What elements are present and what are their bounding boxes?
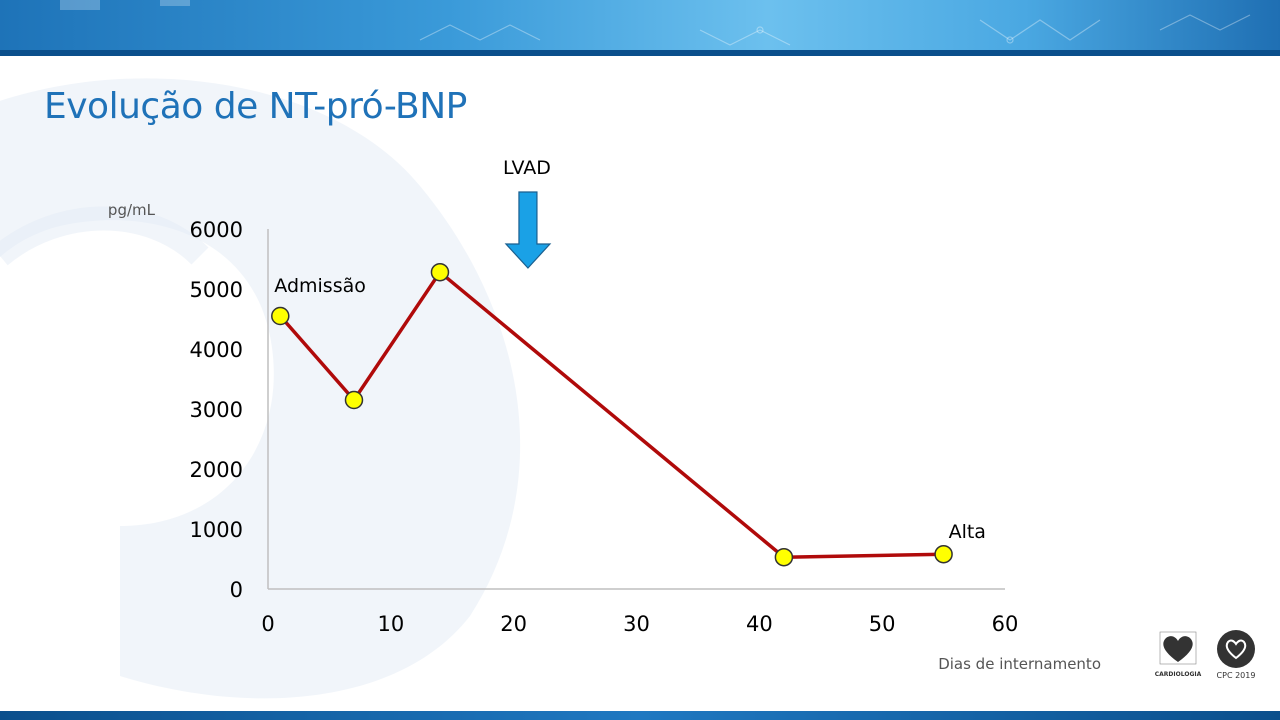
spc-heart-icon (1159, 631, 1197, 665)
x-tick-label: 50 (869, 612, 896, 636)
cpc-logo-caption: CPC 2019 (1216, 671, 1256, 680)
spc-logo-caption: CARDIOLOGIA (1154, 671, 1202, 678)
x-axis-title: Dias de internamento (938, 655, 1101, 673)
x-tick-label: 10 (377, 612, 404, 636)
series-line (278, 270, 944, 559)
logo-group: CARDIOLOGIA CPC 2019 (1150, 630, 1270, 700)
cpc-heart-badge (1217, 630, 1255, 668)
down-arrow-icon (504, 191, 552, 269)
y-tick-label: 1000 (190, 518, 243, 542)
cpc-heart-icon (1225, 639, 1247, 660)
footer-banner (0, 711, 1280, 720)
x-tick-label: 0 (261, 612, 274, 636)
x-tick-label: 40 (746, 612, 773, 636)
data-point-marker (934, 544, 953, 564)
data-point-marker (430, 262, 450, 282)
y-tick-label: 6000 (190, 218, 243, 242)
y-axis-unit-label: pg/mL (108, 201, 156, 219)
spc-logo: CARDIOLOGIA (1150, 630, 1206, 696)
x-tick-label: 60 (992, 612, 1019, 636)
y-tick-label: 0 (230, 578, 243, 602)
slide-title: Evolução de NT-pró-BNP (44, 86, 467, 127)
y-tick-label: 3000 (190, 398, 243, 422)
header-banner (0, 0, 1280, 56)
header-edge (0, 50, 1280, 56)
event-marker-label: LVAD (503, 157, 551, 179)
data-point-marker (774, 547, 794, 567)
x-tick-label: 30 (623, 612, 650, 636)
cpc-logo: CPC 2019 (1214, 630, 1258, 696)
molecule-decoration (60, 0, 1251, 46)
x-tick-label: 20 (500, 612, 527, 636)
heart-watermark (0, 78, 521, 699)
point-annotation: Alta (949, 521, 986, 543)
y-tick-label: 2000 (190, 458, 243, 482)
data-point-marker (344, 390, 364, 410)
point-annotation: Admissão (274, 275, 366, 297)
y-tick-label: 4000 (190, 338, 243, 362)
data-point-marker (271, 306, 290, 326)
y-tick-label: 5000 (190, 278, 243, 302)
